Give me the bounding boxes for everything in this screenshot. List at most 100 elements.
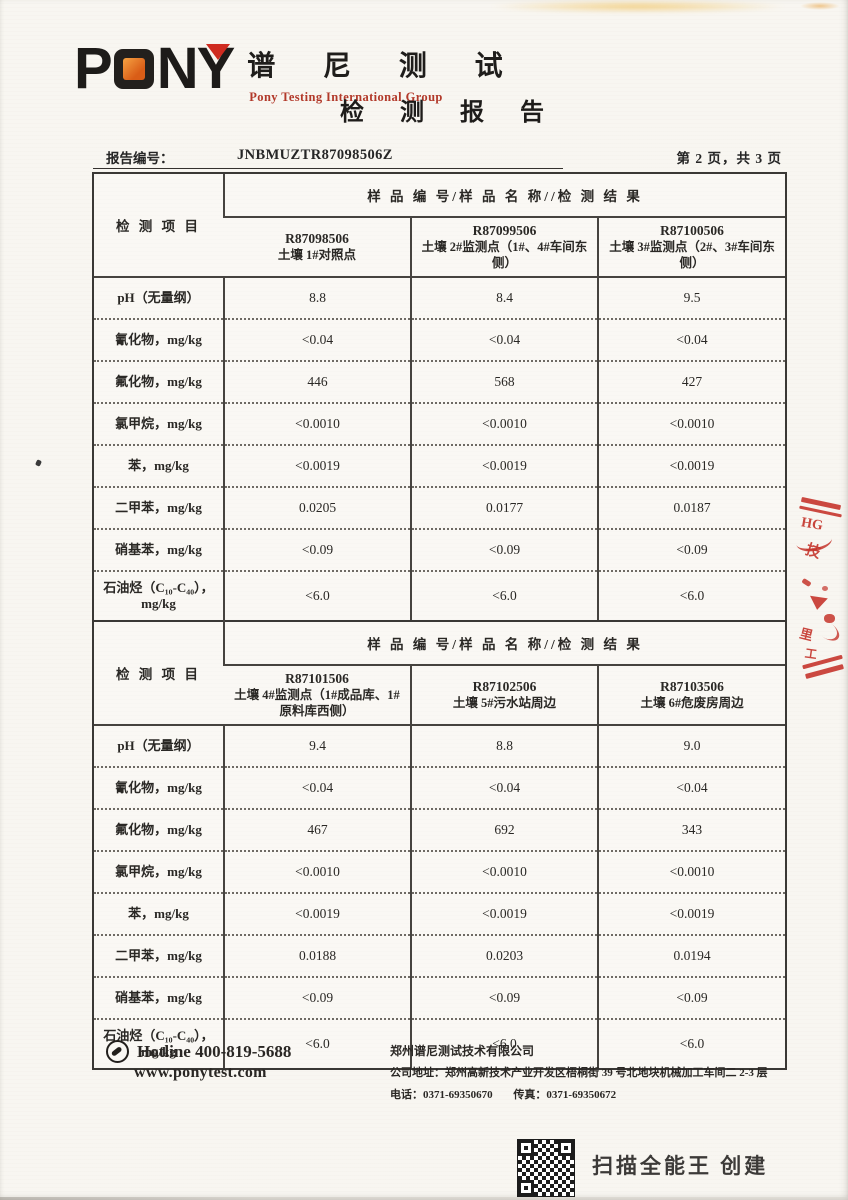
sample-code: R87101506 bbox=[285, 670, 349, 686]
sample-name: 土壤 1#对照点 bbox=[277, 247, 357, 262]
result-value: 0.0188 bbox=[223, 934, 411, 977]
table-row: pH（无量纲） 9.4 8.8 9.0 bbox=[94, 725, 786, 767]
qr-code-icon bbox=[517, 1139, 575, 1197]
table-row: 氰化物，mg/kg <0.04 <0.04 <0.04 bbox=[94, 318, 786, 361]
stamp-mark bbox=[801, 577, 812, 588]
test-item-label: 苯，mg/kg bbox=[94, 892, 224, 935]
sample-name: 土壤 2#监测点（1#、4#车间东侧） bbox=[421, 239, 588, 270]
sample-column-header: R87102506 土壤 5#污水站周边 bbox=[410, 665, 598, 726]
test-item-label: 硝基苯，mg/kg bbox=[94, 976, 224, 1019]
sample-column-header: R87098506 土壤 1#对照点 bbox=[224, 217, 411, 278]
logo-letter-n: N bbox=[156, 36, 199, 101]
results-table-body: pH（无量纲） 8.8 8.4 9.5 氰化物，mg/kg <0.04 <0.04 <0.04… bbox=[94, 277, 786, 620]
result-value: <0.0019 bbox=[596, 444, 786, 487]
result-value: <0.09 bbox=[410, 976, 598, 1019]
test-item-label: 氯甲烷，mg/kg bbox=[94, 850, 224, 893]
logo-letter-y: Y bbox=[196, 36, 236, 101]
test-item-label: 氯甲烷，mg/kg bbox=[94, 402, 224, 445]
table-row: 苯，mg/kg <0.0019 <0.0019 <0.0019 bbox=[94, 444, 786, 487]
qr-finder-icon bbox=[518, 1140, 534, 1156]
table-row: 石油烃（C₁₀-C₄₀），mg/kg <6.0 <6.0 <6.0 bbox=[94, 570, 786, 620]
results-tables: 检 测 项 目 样 品 编 号/样 品 名 称//检 测 结 果 R870985… bbox=[92, 172, 787, 1070]
scan-artifact-yellow-streak bbox=[488, 0, 788, 13]
result-value: 8.8 bbox=[223, 277, 411, 319]
scan-artifact-speck bbox=[34, 459, 43, 467]
sample-code: R87099506 bbox=[472, 222, 537, 238]
sample-code: R87098506 bbox=[285, 230, 349, 246]
sample-column-header: R87100506 土壤 3#监测点（2#、3#车间东侧） bbox=[596, 217, 786, 278]
result-value: <0.09 bbox=[223, 976, 411, 1019]
result-value: 0.0203 bbox=[410, 934, 598, 977]
result-value: <0.09 bbox=[410, 528, 598, 571]
table-row: 二甲苯，mg/kg 0.0205 0.0177 0.0187 bbox=[94, 486, 786, 529]
result-value: <0.09 bbox=[223, 528, 411, 571]
sample-name: 土壤 3#监测点（2#、3#车间东侧） bbox=[609, 239, 775, 270]
group-header: 样 品 编 号/样 品 名 称//检 测 结 果 bbox=[222, 174, 786, 218]
website-text: www.ponytest.com bbox=[134, 1064, 267, 1081]
company-name: 郑州谱尼测试技术有限公司 bbox=[390, 1044, 535, 1058]
page-count: 第 2 页，共 3 页 bbox=[676, 151, 782, 166]
sample-code: R87102506 bbox=[472, 678, 537, 694]
logo-red-triangle-icon bbox=[205, 44, 230, 60]
result-value: <0.0019 bbox=[223, 892, 411, 935]
fax-text: 传真：0371-69350672 bbox=[513, 1089, 617, 1101]
group-header: 样 品 编 号/样 品 名 称//检 测 结 果 bbox=[222, 621, 786, 666]
result-value: 427 bbox=[596, 360, 786, 403]
pony-logo: P N Y 谱 尼 测 试 Pony Testing International… bbox=[74, 40, 523, 105]
test-item-label: 苯，mg/kg bbox=[94, 444, 224, 487]
sample-name: 土壤 4#监测点（1#成品库、1#原料库西侧） bbox=[234, 687, 400, 718]
result-value: 0.0187 bbox=[596, 486, 786, 529]
report-number-value: JNBMUZTR87098506Z bbox=[237, 147, 393, 163]
sample-code: R87103506 bbox=[660, 678, 724, 694]
result-value: <0.0019 bbox=[596, 892, 786, 935]
result-value: <6.0 bbox=[223, 570, 411, 620]
brand-name-chinese: 谱 尼 测 试 bbox=[247, 50, 523, 81]
red-stamp-fragment: HG 技 里 工 bbox=[792, 494, 848, 684]
test-item-label: pH（无量纲） bbox=[117, 289, 200, 305]
result-value: <0.0019 bbox=[410, 444, 598, 487]
result-value: <0.04 bbox=[223, 766, 411, 809]
result-value: 8.8 bbox=[410, 725, 598, 767]
test-item-label: 石油烃（C₁₀-C₄₀），mg/kg bbox=[94, 570, 224, 620]
result-value: 446 bbox=[223, 360, 411, 403]
table-row: 氟化物，mg/kg 467 692 343 bbox=[94, 808, 786, 851]
result-value: <0.04 bbox=[223, 318, 411, 361]
results-table-2: 检 测 项 目 样 品 编 号/样 品 名 称//检 测 结 果 R871015… bbox=[94, 620, 786, 1068]
table-row: 氟化物，mg/kg 446 568 427 bbox=[94, 360, 786, 403]
result-value: <0.04 bbox=[410, 318, 598, 361]
result-value: 9.4 bbox=[223, 725, 411, 767]
result-value: 467 bbox=[223, 808, 411, 851]
sample-code: R87100506 bbox=[660, 222, 724, 238]
camscanner-strip: 扫描全能王 创建 bbox=[0, 1136, 848, 1200]
test-item-label: 氰化物，mg/kg bbox=[94, 318, 224, 361]
result-value: <6.0 bbox=[410, 1018, 598, 1068]
scan-bottom-edge bbox=[0, 1197, 848, 1200]
result-value: 0.0194 bbox=[596, 934, 786, 977]
result-value: 692 bbox=[410, 808, 598, 851]
report-number-label: 报告编号： bbox=[106, 151, 174, 166]
table-row: pH（无量纲） 8.8 8.4 9.5 bbox=[94, 277, 786, 319]
result-value: 568 bbox=[410, 360, 598, 403]
camscanner-note: 扫描全能王 创建 bbox=[592, 1154, 769, 1178]
hotline-text: Hotline 400-819-5688 bbox=[137, 1041, 292, 1061]
result-value: <0.0010 bbox=[596, 402, 786, 445]
phone-icon bbox=[106, 1040, 129, 1063]
result-value: 8.4 bbox=[410, 277, 598, 319]
test-item-label: 氟化物，mg/kg bbox=[94, 360, 224, 403]
tel-text: 电话：0371-69350670 bbox=[390, 1089, 493, 1101]
stamp-mark bbox=[822, 586, 828, 591]
pony-wordmark: P N Y bbox=[74, 36, 236, 101]
phone-handset-icon bbox=[110, 1045, 123, 1056]
result-value: <0.0010 bbox=[223, 850, 411, 893]
result-value: <0.04 bbox=[410, 766, 598, 809]
stamp-mark bbox=[824, 614, 835, 623]
result-value: <6.0 bbox=[410, 570, 598, 620]
brand-name-english: Pony Testing International Group bbox=[249, 90, 443, 104]
test-item-label: 硝基苯，mg/kg bbox=[94, 528, 224, 571]
logo-orange-square bbox=[122, 58, 145, 80]
report-number-underline bbox=[93, 168, 563, 169]
result-value: <6.0 bbox=[596, 570, 786, 620]
result-value: <0.0010 bbox=[596, 850, 786, 893]
sample-name: 土壤 6#危废房周边 bbox=[640, 695, 744, 710]
